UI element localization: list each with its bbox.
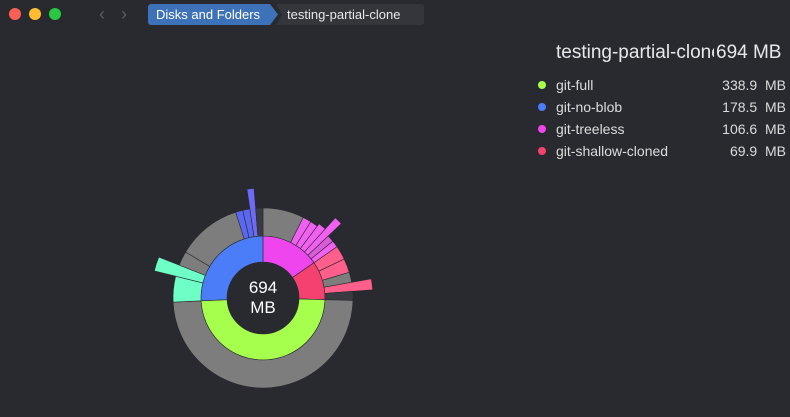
legend-name: git-no-blob: [556, 99, 623, 115]
back-chevron-icon[interactable]: ‹: [99, 4, 105, 24]
outer-ring-slice-git-full[interactable]: [172, 299, 354, 389]
legend-item[interactable]: git-treeless 106.6 MB: [538, 119, 786, 139]
outer-ring-slice-git-no-blob[interactable]: [255, 207, 264, 237]
legend-size: 338.9 MB: [722, 77, 786, 93]
close-window-button[interactable]: [9, 8, 21, 20]
selected-folder-title: testing-partial-clone: [556, 42, 714, 63]
legend-dot-icon: [538, 147, 546, 155]
legend-dot-icon: [538, 103, 546, 111]
title-bar: ‹ › Disks and Folders testing-partial-cl…: [0, 0, 790, 30]
legend-item[interactable]: git-shallow-cloned 69.9 MB: [538, 141, 786, 161]
legend-item[interactable]: git-full 338.9 MB: [538, 75, 786, 95]
center-size-unit: MB: [250, 298, 276, 317]
legend-size: 69.9 MB: [729, 143, 786, 159]
legend-name: git-treeless: [556, 121, 625, 137]
minimize-window-button[interactable]: [29, 8, 41, 20]
selected-folder-size: 694 MB: [716, 42, 782, 63]
legend-dot-icon: [538, 125, 546, 133]
legend-dot-icon: [538, 81, 546, 89]
chart-center-label: 694 MB: [228, 278, 298, 318]
legend-name: git-shallow-cloned: [556, 143, 669, 159]
legend-size: 178.5 MB: [722, 99, 786, 115]
breadcrumb-disks-and-folders[interactable]: Disks and Folders: [148, 4, 278, 25]
forward-chevron-icon[interactable]: ›: [121, 4, 127, 24]
legend-item[interactable]: git-no-blob 178.5 MB: [538, 97, 786, 117]
breadcrumb-current-folder[interactable]: testing-partial-clone: [276, 4, 424, 25]
sunburst-chart[interactable]: [140, 170, 390, 410]
legend-size: 106.6 MB: [722, 121, 786, 137]
zoom-window-button[interactable]: [49, 8, 61, 20]
center-size-value: 694: [248, 278, 278, 297]
legend-name: git-full: [556, 77, 594, 93]
